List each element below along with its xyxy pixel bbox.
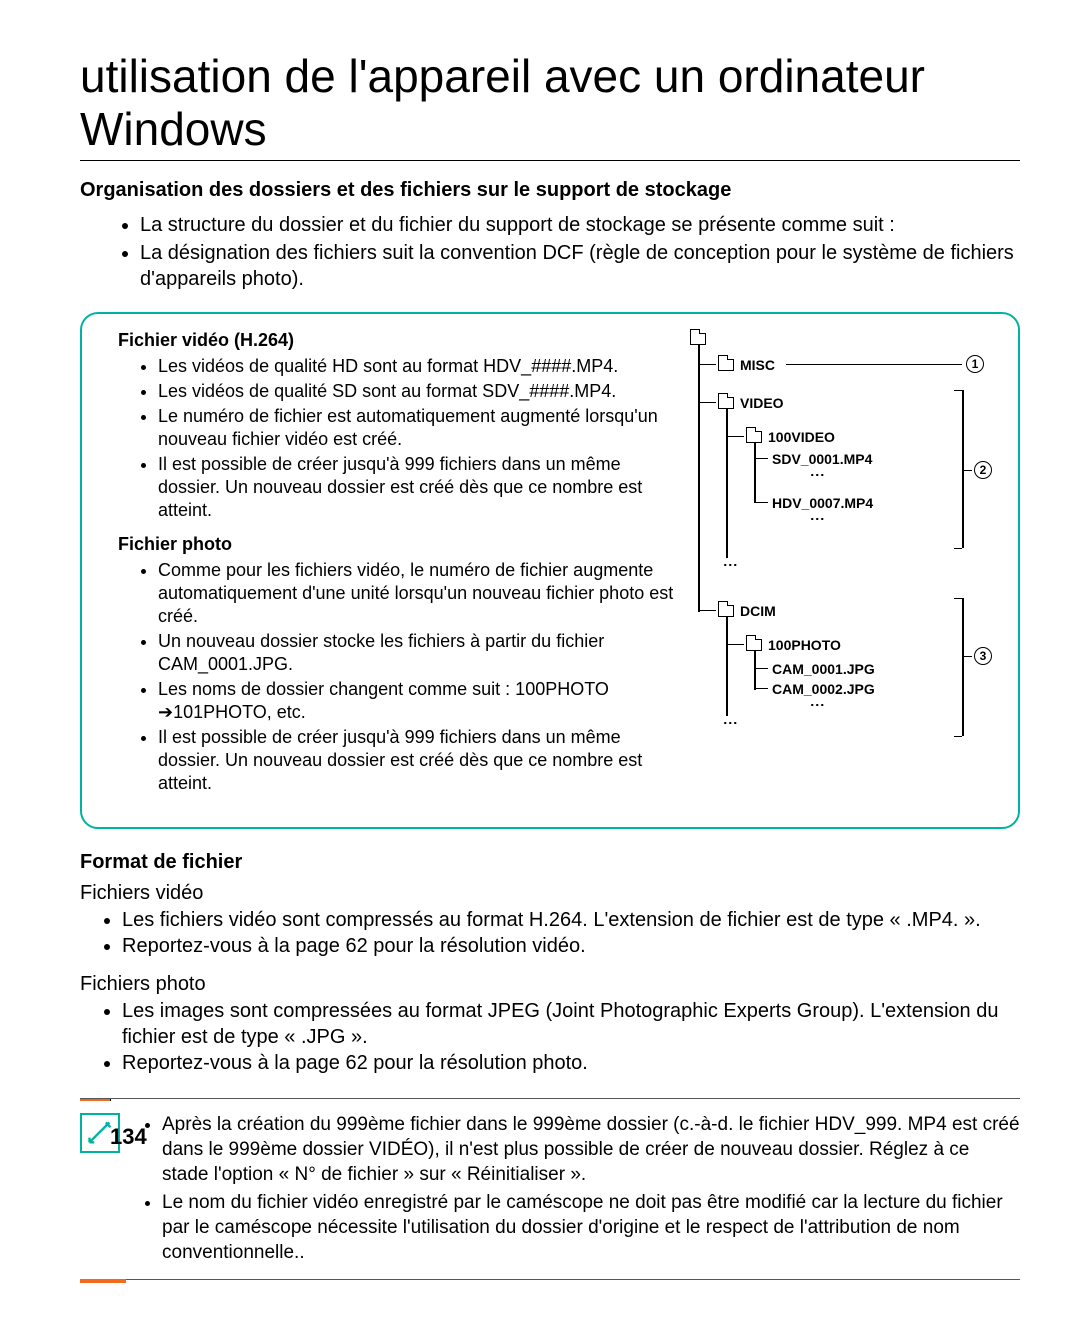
tree-file: SDV_0001.MP4 — [772, 451, 872, 467]
list-item: Le nom du fichier vidéo enregistré par l… — [162, 1191, 1020, 1265]
section-heading: Organisation des dossiers et des fichier… — [80, 179, 1020, 202]
video-file-heading: Fichier vidéo (H.264) — [118, 330, 680, 351]
list-item: Un nouveau dossier stocke les fichiers à… — [158, 630, 680, 676]
list-item: Comme pour les fichiers vidéo, le numéro… — [158, 559, 680, 628]
video-format-list: Les fichiers vidéo sont compressés au fo… — [80, 907, 1020, 959]
video-file-list: Les vidéos de qualité HD sont au format … — [100, 355, 680, 522]
format-heading: Format de fichier — [80, 851, 1020, 874]
tree-label-100photo: 100PHOTO — [768, 637, 841, 653]
list-item: Il est possible de créer jusqu'à 999 fic… — [158, 453, 680, 522]
note-block: Après la création du 999ème fichier dans… — [80, 1113, 1020, 1269]
list-item: Il est possible de créer jusqu'à 999 fic… — [158, 726, 680, 795]
divider — [80, 1098, 1020, 1101]
list-item: Après la création du 999ème fichier dans… — [162, 1113, 1020, 1187]
list-item: La structure du dossier et du fichier du… — [140, 212, 1020, 238]
folder-icon — [718, 359, 734, 371]
list-item: Le numéro de fichier est automatiquement… — [158, 405, 680, 451]
photo-file-list: Comme pour les fichiers vidéo, le numéro… — [100, 559, 680, 795]
tree-label-misc: MISC — [740, 357, 775, 373]
tree-label-dcim: DCIM — [740, 603, 776, 619]
list-item: Les vidéos de qualité HD sont au format … — [158, 355, 680, 378]
list-item: Les noms de dossier changent comme suit … — [158, 678, 680, 724]
marker-2: 2 — [974, 461, 992, 479]
tree-label-100video: 100VIDEO — [768, 429, 835, 445]
list-item: Reportez-vous à la page 62 pour la résol… — [122, 933, 1020, 959]
tree-file: HDV_0007.MP4 — [772, 495, 873, 511]
intro-list: La structure du dossier et du fichier du… — [80, 212, 1020, 292]
video-files-label: Fichiers vidéo — [80, 882, 1020, 905]
photo-files-label: Fichiers photo — [80, 973, 1020, 996]
page-title: utilisation de l'appareil avec un ordina… — [80, 50, 1020, 161]
list-item: Les fichiers vidéo sont compressés au fo… — [122, 907, 1020, 933]
tree-label-video: VIDEO — [740, 395, 784, 411]
note-list: Après la création du 999ème fichier dans… — [138, 1113, 1020, 1269]
folder-tree-diagram: MISC 1 VIDEO 2 ⋮ 100VIDEO SDV_00 — [690, 330, 1000, 750]
list-item: Les vidéos de qualité SD sont au format … — [158, 380, 680, 403]
page-number: 134 — [110, 1124, 147, 1150]
tree-file: CAM_0001.JPG — [772, 661, 875, 677]
photo-file-heading: Fichier photo — [118, 534, 680, 555]
footer-rule — [80, 1279, 1020, 1283]
marker-3: 3 — [974, 647, 992, 665]
list-item: Reportez-vous à la page 62 pour la résol… — [122, 1050, 1020, 1076]
photo-format-list: Les images sont compressées au format JP… — [80, 998, 1020, 1076]
info-box: Fichier vidéo (H.264) Les vidéos de qual… — [80, 312, 1020, 830]
list-item: La désignation des fichiers suit la conv… — [140, 240, 1020, 292]
marker-1: 1 — [966, 355, 984, 373]
list-item: Les images sont compressées au format JP… — [122, 998, 1020, 1050]
tree-file: CAM_0002.JPG — [772, 681, 875, 697]
